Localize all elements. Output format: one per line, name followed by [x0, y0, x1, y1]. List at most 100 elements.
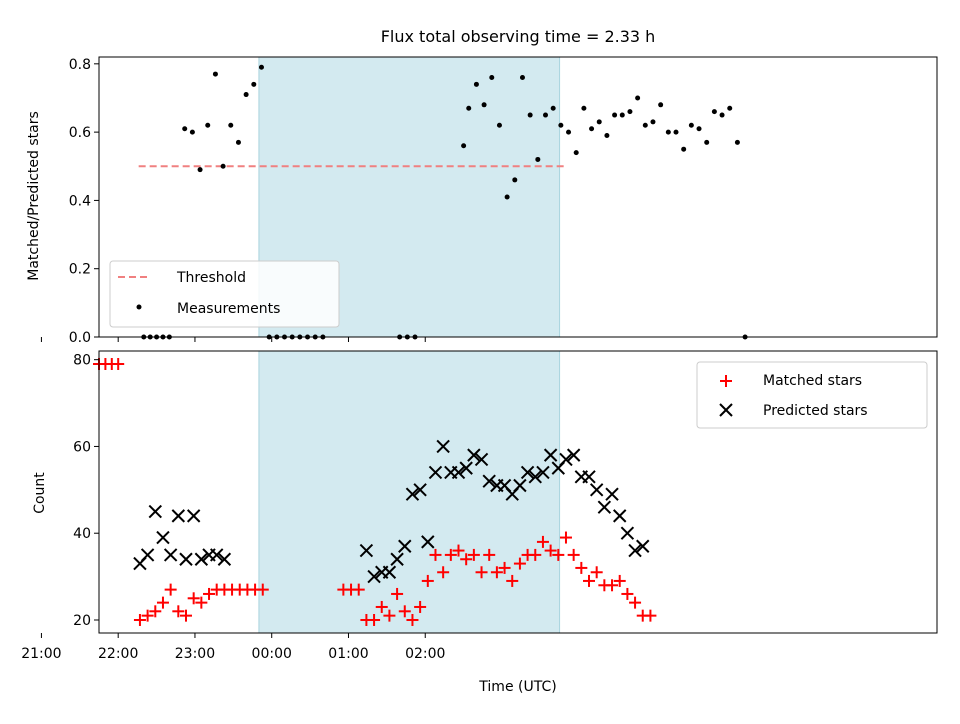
matched-star-point: [383, 609, 396, 622]
measurement-point: [550, 105, 556, 111]
matched-star-point: [536, 535, 549, 548]
top-x-ticks: [40, 337, 426, 342]
predicted-star-point: [367, 569, 381, 584]
measurement-point: [734, 139, 740, 145]
matched-legend-icon: [720, 375, 732, 387]
x-tick-label: 01:00: [328, 646, 368, 662]
matched-star-point: [421, 574, 434, 587]
matched-star-point: [460, 553, 473, 566]
measurement-point: [481, 102, 487, 108]
predicted-star-point: [179, 552, 193, 566]
matched-star-point: [444, 548, 457, 561]
measurement-point: [243, 92, 249, 98]
measurement-point: [558, 122, 564, 128]
matched-star-point: [567, 548, 580, 561]
matched-star-point: [195, 596, 208, 609]
y-tick-label: 40: [73, 526, 91, 542]
matched-star-point: [529, 548, 542, 561]
predicted-star-point: [459, 461, 473, 475]
matched-star-point: [352, 583, 365, 596]
measurement-point: [581, 105, 587, 111]
matched-star-point: [544, 544, 557, 557]
bottom-x-ticks: 21:00 22:00 23:00 00:00 01:00 02:00: [21, 633, 445, 662]
predicted-star-point: [359, 543, 374, 558]
matched-star-point: [644, 609, 657, 622]
top-plot-frame: [98, 56, 938, 338]
matched-star-point: [621, 587, 634, 600]
y-tick-label: 80: [73, 353, 91, 369]
x-tick-label: 02:00: [405, 646, 445, 662]
measurement-point: [258, 64, 264, 70]
matched-star-point: [506, 574, 519, 587]
measurement-point: [704, 139, 710, 145]
matched-star-point: [406, 613, 419, 626]
predicted-star-point: [520, 465, 535, 480]
measurement-point: [650, 119, 656, 125]
matched-star-point: [429, 548, 442, 561]
predicted-star-point: [628, 543, 642, 558]
bottom-plot-frame: [98, 350, 938, 634]
predicted-star-point: [398, 539, 412, 553]
x-tick-label: 21:00: [21, 646, 61, 662]
matched-star-point: [583, 574, 596, 587]
y-tick-label: 0.4: [69, 193, 91, 209]
predicted-star-point: [421, 535, 435, 549]
matched-star-point: [156, 596, 169, 609]
y-tick-label: 0.2: [69, 262, 91, 278]
predicted-star-point: [597, 500, 612, 514]
legend-predicted-label: Predicted stars: [763, 403, 868, 419]
matched-star-point: [141, 609, 154, 622]
matched-star-point: [179, 609, 192, 622]
predicted-star-point: [613, 509, 627, 523]
predicted-star-point: [163, 548, 178, 562]
top-legend-box: [109, 260, 340, 328]
chart-title: Flux total observing time = 2.33 h: [381, 27, 656, 46]
measurement-point: [543, 112, 549, 118]
matched-star-point: [391, 587, 404, 600]
measurement-point: [519, 74, 525, 80]
predicted-star-point: [566, 448, 581, 462]
predicted-star-point: [605, 487, 619, 501]
measurement-point: [496, 122, 502, 128]
matched-star-point: [414, 600, 427, 613]
predicted-star-point: [186, 509, 201, 523]
predicted-star-point: [148, 504, 163, 519]
x-tick-label: 22:00: [98, 646, 138, 662]
predicted-star-point: [140, 548, 155, 562]
predicted-star-point: [528, 470, 542, 484]
predicted-star-point: [451, 465, 466, 480]
matched-star-point: [203, 587, 216, 600]
measurement-point: [197, 167, 203, 173]
predicted-star-point: [620, 526, 635, 540]
matched-star-point: [437, 566, 450, 579]
measurement-point: [189, 129, 195, 135]
matched-star-point: [629, 596, 642, 609]
measurement-point: [619, 112, 625, 118]
measurement-point: [711, 109, 717, 115]
measurement-point: [182, 126, 188, 132]
predicted-star-point: [636, 539, 650, 553]
matched-star-point: [498, 561, 511, 574]
legend-measurements-label: Measurements: [177, 301, 280, 317]
predicted-star-point: [156, 530, 170, 545]
matched-star-point: [375, 600, 388, 613]
predicted-star-point: [543, 448, 558, 462]
y-tick-label: 20: [73, 613, 91, 629]
y-tick-label: 0.0: [69, 330, 91, 346]
measurement-point: [719, 112, 725, 118]
x-axis-label: Time (UTC): [478, 679, 556, 695]
predicted-star-point: [559, 452, 573, 467]
measurement-point: [251, 81, 257, 87]
matched-star-point: [575, 561, 588, 574]
y-tick-label: 0.8: [69, 57, 91, 73]
measurement-point: [681, 146, 687, 152]
predicted-star-point: [467, 448, 481, 462]
measurements-panel: Flux total observing time = 2.33 h Match…: [26, 27, 938, 346]
measurement-point: [535, 156, 541, 162]
measurement-point: [635, 95, 641, 101]
predicted-legend-icon: [719, 403, 733, 417]
predicted-star-point: [513, 478, 527, 493]
measurement-point: [688, 122, 694, 128]
matched-star-point: [164, 583, 177, 596]
matched-star-point: [368, 613, 381, 626]
